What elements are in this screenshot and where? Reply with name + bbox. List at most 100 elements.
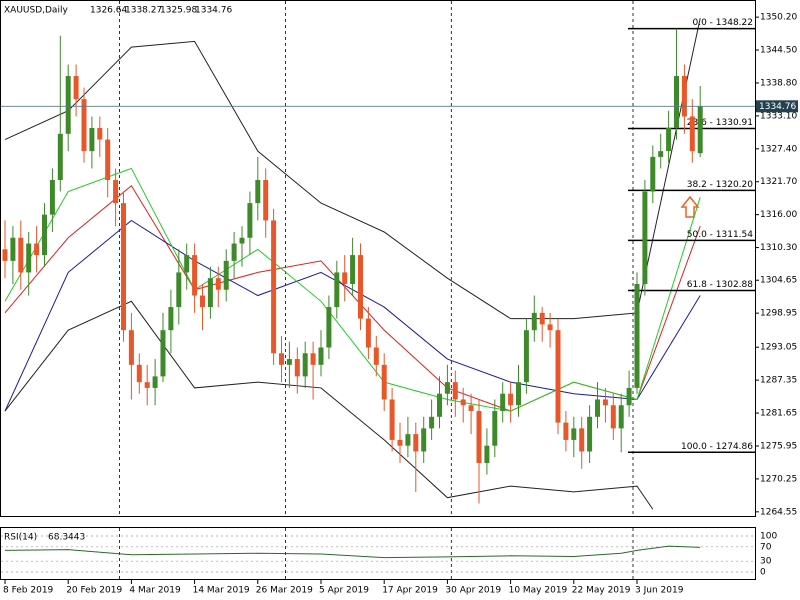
fib-label: 23.6 - 1330.91 <box>687 118 753 128</box>
candle-body <box>121 203 126 331</box>
candle-body <box>689 116 695 152</box>
candle-body <box>381 364 387 400</box>
candle-body <box>279 353 284 365</box>
price-tag-label: 1334.76 <box>759 102 796 112</box>
candle-body <box>658 151 664 157</box>
x-tick-label: 30 Apr 2019 <box>445 586 501 596</box>
candle-body <box>318 347 324 365</box>
candle-body <box>539 312 545 325</box>
y-tick-label: 1270.25 <box>760 474 797 484</box>
low: 1325.98 <box>160 6 197 16</box>
x-tick-label: 20 Feb 2019 <box>66 586 122 596</box>
candle-body <box>160 330 166 377</box>
candle-body <box>342 272 348 284</box>
candle-body <box>34 243 40 256</box>
x-tick-label: 22 May 2019 <box>572 586 631 596</box>
candle-body <box>286 359 292 365</box>
candle-body <box>405 434 411 446</box>
y-tick-label: 1327.40 <box>760 144 797 154</box>
rsi-title: RSI(14) <box>4 533 37 543</box>
candle-body <box>294 359 300 377</box>
y-tick-label: 1264.55 <box>760 507 797 517</box>
indicator-line <box>4 18 701 320</box>
y-tick-label: 1316.00 <box>760 210 797 220</box>
candle-body <box>516 382 521 406</box>
candle-body <box>231 243 237 261</box>
candle-body <box>468 405 474 412</box>
candle-body <box>563 422 569 440</box>
fib-label: 38.2 - 1320.20 <box>687 180 753 190</box>
rsi-frame <box>0 527 756 580</box>
price-tag <box>756 100 798 113</box>
candle-body <box>642 191 648 284</box>
candle-body <box>421 428 427 452</box>
candle-body <box>223 260 229 290</box>
y-tick-label: 1350.20 <box>760 13 797 23</box>
candle-body <box>626 387 632 406</box>
candle-body <box>152 376 158 388</box>
candle-body <box>500 393 506 412</box>
candle-body <box>81 99 87 152</box>
rsi-value: 68.3443 <box>48 533 85 543</box>
x-tick-label: 14 Mar 2019 <box>193 586 250 596</box>
header: XAUUSD,Daily 1326.64 1338.27 1325.98 133… <box>4 6 232 16</box>
x-tick-label: 17 Apr 2019 <box>382 586 438 596</box>
candle-body <box>531 312 537 331</box>
candle-body <box>666 128 672 152</box>
y-tick-label: 1298.95 <box>760 309 797 319</box>
fib-label: 0.0 - 1348.22 <box>693 18 754 28</box>
main-frame <box>0 0 756 517</box>
candle-body <box>523 330 529 383</box>
candle-body <box>555 330 561 423</box>
x-tick-label: 3 Jun 2019 <box>635 586 684 596</box>
symbol-title: XAUUSD,Daily <box>4 6 68 16</box>
y-tick-label: 1281.65 <box>760 409 797 419</box>
high: 1338.27 <box>125 6 162 16</box>
candle-body <box>334 272 340 308</box>
candle-body <box>73 76 79 100</box>
x-tick-label: 10 May 2019 <box>509 586 568 596</box>
rsi-tick-label: 70 <box>760 542 772 552</box>
y-tick-label: 1333.10 <box>760 111 797 121</box>
candle-body <box>89 128 95 152</box>
open: 1326.64 <box>90 6 127 16</box>
close: 1334.76 <box>195 6 232 16</box>
y-tick-label: 1321.70 <box>760 177 797 187</box>
candle-body <box>579 428 585 452</box>
candle-body <box>49 180 55 215</box>
candle-body <box>650 156 656 192</box>
candle-body <box>310 353 316 365</box>
candle-body <box>215 278 221 290</box>
candle-body <box>105 139 111 181</box>
candle-body <box>618 405 624 429</box>
candle-body <box>476 411 482 464</box>
candle-body <box>595 399 600 417</box>
y-tick-label: 1304.65 <box>760 276 797 286</box>
candle-body <box>2 249 8 261</box>
y-tick-label: 1344.50 <box>760 46 797 56</box>
candle-body <box>547 324 553 331</box>
rsi-tick-label: 100 <box>760 532 777 542</box>
candle-body <box>207 278 213 308</box>
candle-body <box>365 318 371 348</box>
candle-body <box>247 203 253 238</box>
candle-body <box>26 243 32 273</box>
candle-body <box>571 428 577 440</box>
candle-body <box>492 411 498 446</box>
candle-body <box>429 416 435 429</box>
candle-body <box>200 295 205 308</box>
rsi-line <box>4 545 701 559</box>
candle-body <box>57 133 63 181</box>
indicator-line <box>4 300 654 510</box>
candle-body <box>373 347 379 365</box>
x-tick-label: 4 Mar 2019 <box>129 586 181 596</box>
candle-body <box>128 330 134 365</box>
candle-body <box>350 255 356 284</box>
fib-label: 100.0 - 1274.86 <box>681 442 753 452</box>
candle-body <box>326 307 332 348</box>
candle-body <box>674 76 679 129</box>
fib-label: 61.8 - 1302.88 <box>687 280 753 290</box>
candle-body <box>239 237 245 244</box>
